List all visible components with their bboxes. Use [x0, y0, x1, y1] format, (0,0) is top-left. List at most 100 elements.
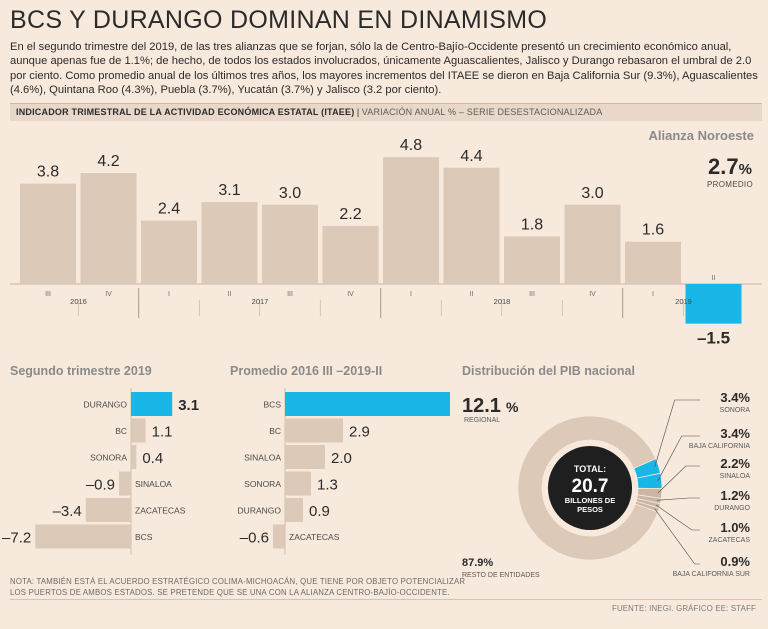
bar-3: [201, 202, 258, 284]
bar-2: [141, 220, 197, 284]
value-label-0: 3.1: [178, 397, 199, 414]
quarter-label-10: I: [652, 291, 654, 298]
quarter-label-8: III: [529, 291, 535, 298]
category-label-1: BC: [269, 426, 281, 436]
slice-label-0: SONORA: [720, 407, 751, 414]
bar-11: [685, 284, 742, 324]
category-label-4: DURANGO: [238, 506, 282, 516]
regional-label: REGIONAL: [464, 417, 500, 424]
leader-line-5: [654, 508, 700, 565]
hbar-0: [131, 392, 173, 416]
leader-line-1: [657, 435, 700, 482]
year-label-3: 2019: [675, 297, 692, 306]
source-credit: FUENTE: INEGI. GRÁFICO EE: STAFF: [611, 604, 756, 613]
slice-label-3: DURANGO: [714, 505, 750, 512]
category-label-1: BC: [115, 426, 127, 436]
hbar-5: [273, 524, 285, 549]
center-label-unit-2: PESOS: [577, 505, 603, 514]
hbar-3: [119, 471, 131, 496]
bar-9: [564, 204, 621, 284]
footnote-line-2: LOS PUERTOS DE AMBOS ESTADOS. SE PRETEND…: [10, 587, 450, 597]
leader-line-0: [654, 399, 700, 468]
leader-line-2: [657, 465, 700, 494]
bar-value-label-4: 3.0: [279, 185, 301, 202]
quarter-label-11: II: [712, 275, 716, 282]
center-label-value: 20.7: [572, 476, 609, 497]
quarter-label-7: II: [470, 291, 474, 298]
bar-10: [625, 241, 681, 284]
bar-1: [80, 173, 137, 284]
bar-7: [443, 167, 500, 284]
year-label-1: 2017: [252, 297, 269, 306]
hbar-4: [85, 498, 131, 522]
bar-4: [262, 204, 318, 284]
value-label-2: 0.4: [142, 450, 163, 467]
value-label-5: –0.6: [240, 530, 269, 547]
average-unit: %: [738, 161, 752, 178]
q2-2019-bar-chart: DURANGO 3.1 BC 1.1 SONORA 0.4 SINALOA –0.9 ZACAT…: [2, 388, 199, 555]
bar-5: [322, 225, 379, 284]
quarter-label-1: IV: [105, 291, 112, 298]
category-label-5: ZACATECAS: [289, 532, 340, 542]
slice-6: [517, 415, 659, 561]
hbar-4: [285, 498, 303, 522]
banner-title: INDICADOR TRIMESTRAL DE LA ACTIVIDAD ECO…: [16, 107, 355, 117]
value-label-3: –0.9: [86, 477, 115, 494]
bar-value-label-3: 3.1: [218, 182, 240, 199]
slice-label-4: ZACATECAS: [709, 537, 751, 544]
quarter-label-6: I: [410, 291, 412, 298]
bar-value-label-11: –1.5: [697, 329, 730, 348]
banner-subtitle: VARIACIÓN ANUAL % – SERIE DESESTACIONALI…: [361, 107, 603, 117]
average-label: PROMEDIO: [707, 180, 753, 189]
value-label-1: 1.1: [152, 424, 173, 441]
bar-value-label-0: 3.8: [37, 164, 59, 181]
bar-0: [20, 183, 76, 284]
hbar-1: [131, 418, 146, 443]
bar-value-label-6: 4.8: [400, 137, 422, 154]
slice-label-6: RESTO DE ENTIDADES: [462, 572, 540, 579]
year-label-2: 2018: [494, 297, 511, 306]
slice-label-5: BAJA CALIFORNIA SUR: [673, 571, 750, 578]
quarter-label-4: III: [287, 291, 293, 298]
quarter-label-9: IV: [589, 291, 596, 298]
quarter-label-0: III: [45, 291, 51, 298]
leader-line-4: [655, 504, 700, 531]
category-label-4: ZACATECAS: [135, 506, 186, 516]
value-label-5: –7.2: [2, 530, 31, 547]
slice-value-1: 3.4%: [720, 426, 750, 441]
bar-value-label-5: 2.2: [339, 206, 361, 223]
hbar-3: [285, 471, 311, 496]
footnote: NOTA: TAMBIÉN ESTÁ EL ACUERDO ESTRATÉGIC…: [10, 577, 465, 598]
hbar-2: [131, 445, 137, 469]
chart-banner: INDICADOR TRIMESTRAL DE LA ACTIVIDAD ECO…: [10, 103, 762, 121]
leader-line-3: [656, 497, 700, 501]
quarter-label-5: IV: [347, 291, 354, 298]
category-label-3: SINALOA: [135, 479, 172, 489]
intro-text: En el segundo trimestre del 2019, de las…: [10, 41, 758, 97]
hbar-0: [285, 392, 450, 416]
bar-value-label-2: 2.4: [158, 201, 180, 218]
alliance-average: 2.7%: [700, 154, 760, 180]
slice-value-5: 0.9%: [720, 554, 750, 569]
slice-value-0: 3.4%: [720, 390, 750, 405]
itaee-bar-chart: 3.8III4.2IV2.4I3.1II3.0III2.2IV4.8I4.4II…: [10, 137, 762, 348]
slice-label-2: SINALOA: [720, 473, 751, 480]
regional-unit: %: [506, 399, 519, 415]
hbar-1: [285, 418, 343, 443]
category-label-2: SINALOA: [244, 453, 281, 463]
footer-divider: [10, 599, 762, 600]
hbar-2: [285, 445, 325, 469]
avg-bar-chart: BCS9.3BC2.9SINALOA2.0SONORA1.3DURANGO0.9…: [238, 388, 450, 555]
bar-6: [383, 157, 439, 284]
bar-value-label-1: 4.2: [97, 153, 119, 170]
pie-title: Distribución del PIB nacional: [462, 364, 635, 378]
alliance-title: Alianza Noroeste: [648, 128, 754, 143]
quarter-label-3: II: [228, 291, 232, 298]
category-label-2: SONORA: [90, 453, 127, 463]
category-label-3: SONORA: [244, 479, 281, 489]
category-label-5: BCS: [135, 532, 153, 542]
value-label-4: –3.4: [53, 503, 82, 520]
footnote-line-1: NOTA: TAMBIÉN ESTÁ EL ACUERDO ESTRATÉGIC…: [10, 577, 466, 586]
value-label-3: 1.3: [317, 477, 338, 494]
